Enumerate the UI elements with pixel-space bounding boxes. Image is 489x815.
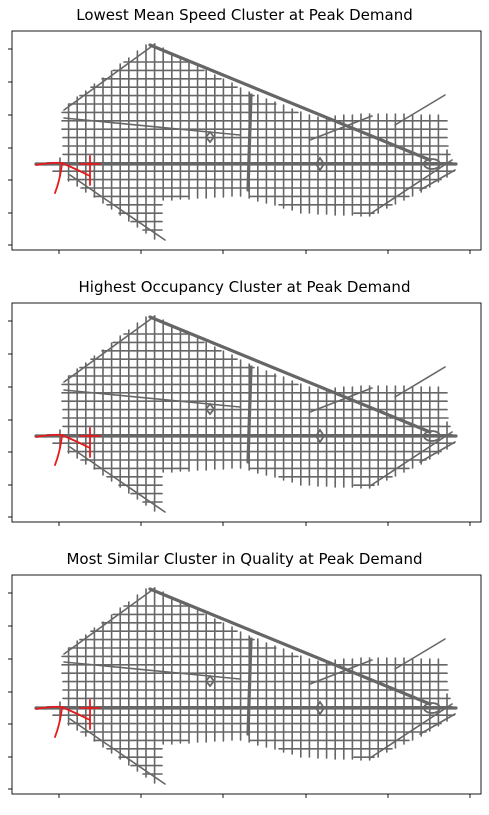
- diagonal-avenue: [69, 446, 166, 513]
- diagonal-avenue: [419, 169, 456, 191]
- roundabout: [314, 428, 326, 444]
- highlighted-cluster: [35, 433, 91, 449]
- diagonal-avenue: [63, 587, 156, 655]
- diagonal-avenue: [63, 315, 156, 383]
- roundabout: [204, 402, 216, 416]
- diagonal-avenue: [394, 366, 446, 398]
- diagonal-avenue: [419, 713, 456, 735]
- panel-title: Highest Occupancy Cluster at Peak Demand: [78, 278, 411, 296]
- plot-frame: [11, 574, 482, 795]
- plot-frame: [11, 30, 482, 251]
- panel-highest-occupancy: Highest Occupancy Cluster at Peak Demand: [0, 272, 489, 543]
- diagonal-avenue: [309, 115, 373, 141]
- diagonal-avenue: [148, 315, 432, 434]
- panel-title: Most Similar Cluster in Quality at Peak …: [66, 550, 423, 568]
- highlighted-cluster: [35, 161, 91, 177]
- roundabout: [423, 158, 441, 170]
- main-arterial: [246, 93, 253, 192]
- panel-most-similar-quality: Most Similar Cluster in Quality at Peak …: [0, 544, 489, 815]
- network-map: [8, 30, 482, 254]
- roundabout: [314, 156, 326, 172]
- highlighted-cluster: [35, 705, 91, 721]
- plot-frame: [11, 302, 482, 523]
- diagonal-avenue: [369, 703, 453, 759]
- diagonal-avenue: [419, 441, 456, 463]
- roundabout: [204, 130, 216, 144]
- panel-title: Lowest Mean Speed Cluster at Peak Demand: [76, 6, 413, 24]
- roundabout: [423, 430, 441, 442]
- main-arterial: [246, 637, 253, 736]
- network-map: [8, 574, 482, 798]
- highlighted-cluster: [54, 435, 63, 466]
- diagonal-avenue: [394, 94, 446, 126]
- diagonal-avenue: [369, 431, 453, 487]
- highlighted-cluster: [54, 707, 63, 738]
- diagonal-avenue: [394, 638, 446, 670]
- roundabout: [204, 674, 216, 688]
- diagonal-avenue: [309, 387, 373, 413]
- diagonal-avenue: [369, 159, 453, 215]
- diagonal-avenue: [63, 43, 156, 111]
- main-arterial: [246, 365, 253, 464]
- diagonal-avenue: [148, 43, 432, 162]
- network-map: [8, 302, 482, 526]
- diagonal-avenue: [69, 174, 166, 241]
- roundabout: [423, 702, 441, 714]
- roundabout: [314, 700, 326, 716]
- diagonal-avenue: [309, 659, 373, 685]
- diagonal-avenue: [148, 587, 432, 706]
- highlighted-cluster: [54, 163, 63, 194]
- panel-lowest-mean-speed: Lowest Mean Speed Cluster at Peak Demand: [0, 0, 489, 271]
- diagonal-avenue: [69, 718, 166, 785]
